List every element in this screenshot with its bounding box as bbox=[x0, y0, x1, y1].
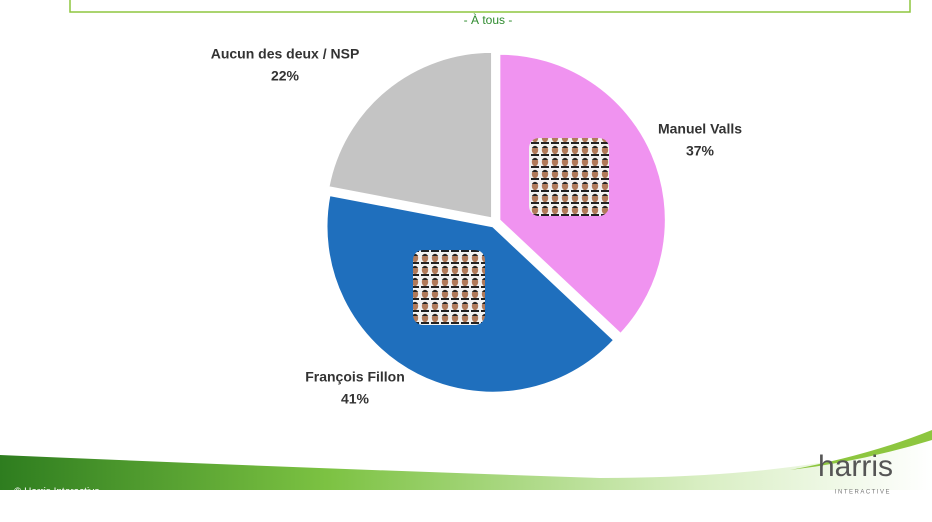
pie bbox=[327, 52, 666, 392]
slice-value: 37% bbox=[686, 143, 715, 159]
photo-icon bbox=[529, 138, 609, 216]
subtitle: - À tous - bbox=[464, 12, 513, 27]
footer-swoosh bbox=[0, 438, 932, 490]
pie-slice bbox=[329, 52, 492, 218]
slide: - À tous - © Harris Interactive harris I… bbox=[0, 0, 932, 517]
photo-icon bbox=[413, 250, 485, 325]
logo: harris bbox=[818, 450, 893, 483]
logo-sub: INTERACTIVE bbox=[835, 490, 891, 496]
header-box bbox=[70, 0, 910, 12]
copyright: © Harris Interactive bbox=[14, 487, 100, 498]
slice-value: 41% bbox=[341, 391, 370, 407]
slice-label: François Fillon bbox=[305, 369, 405, 385]
slice-value: 22% bbox=[271, 68, 300, 84]
slice-label: Aucun des deux / NSP bbox=[211, 46, 360, 62]
slice-label: Manuel Valls bbox=[658, 121, 742, 137]
